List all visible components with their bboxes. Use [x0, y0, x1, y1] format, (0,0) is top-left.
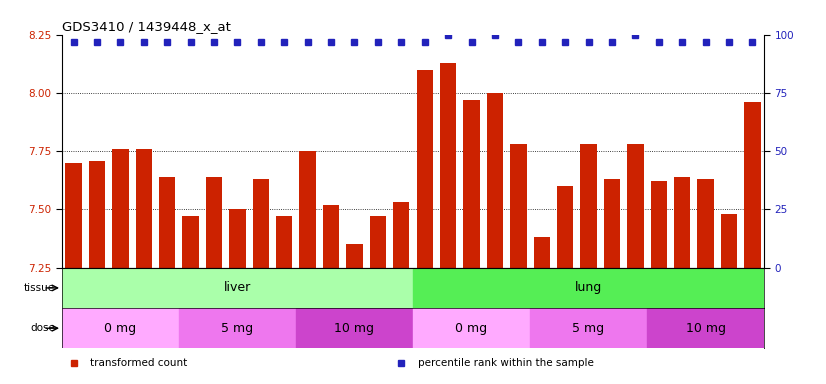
Bar — [159, 177, 175, 268]
Bar — [487, 93, 503, 268]
Bar — [112, 149, 129, 268]
Text: 5 mg: 5 mg — [572, 322, 605, 335]
Bar — [413, 308, 530, 348]
Bar — [296, 308, 413, 348]
Bar — [557, 186, 573, 268]
Bar — [647, 308, 764, 348]
Bar — [744, 102, 761, 268]
Bar — [674, 177, 691, 268]
Bar — [413, 268, 764, 308]
Text: 10 mg: 10 mg — [686, 322, 725, 335]
Bar — [183, 217, 199, 268]
Text: liver: liver — [224, 281, 251, 295]
Text: tissue: tissue — [24, 283, 55, 293]
Bar — [300, 151, 316, 268]
Bar — [440, 63, 456, 268]
Bar — [253, 179, 269, 268]
Bar — [530, 308, 647, 348]
Bar — [534, 237, 550, 268]
Bar — [510, 144, 526, 268]
Text: dose: dose — [30, 323, 55, 333]
Bar — [697, 179, 714, 268]
Bar — [721, 214, 737, 268]
Text: transformed count: transformed count — [90, 358, 188, 367]
Text: GDS3410 / 1439448_x_at: GDS3410 / 1439448_x_at — [62, 20, 230, 33]
Bar — [604, 179, 620, 268]
Bar — [627, 144, 643, 268]
Text: 10 mg: 10 mg — [335, 322, 374, 335]
Text: lung: lung — [575, 281, 602, 295]
Bar — [581, 144, 596, 268]
Bar — [463, 100, 480, 268]
Bar — [393, 202, 410, 268]
Text: 5 mg: 5 mg — [221, 322, 254, 335]
Bar — [323, 205, 339, 268]
Bar — [416, 70, 433, 268]
Bar — [651, 182, 667, 268]
Bar — [65, 163, 82, 268]
Bar — [276, 217, 292, 268]
Bar — [62, 268, 413, 308]
Bar — [370, 217, 386, 268]
Text: 0 mg: 0 mg — [455, 322, 487, 335]
Bar — [346, 245, 363, 268]
Bar — [230, 210, 245, 268]
Text: percentile rank within the sample: percentile rank within the sample — [418, 358, 594, 367]
Bar — [89, 161, 105, 268]
Text: 0 mg: 0 mg — [104, 322, 136, 335]
Bar — [62, 308, 179, 348]
Bar — [206, 177, 222, 268]
Bar — [135, 149, 152, 268]
Bar — [179, 308, 296, 348]
